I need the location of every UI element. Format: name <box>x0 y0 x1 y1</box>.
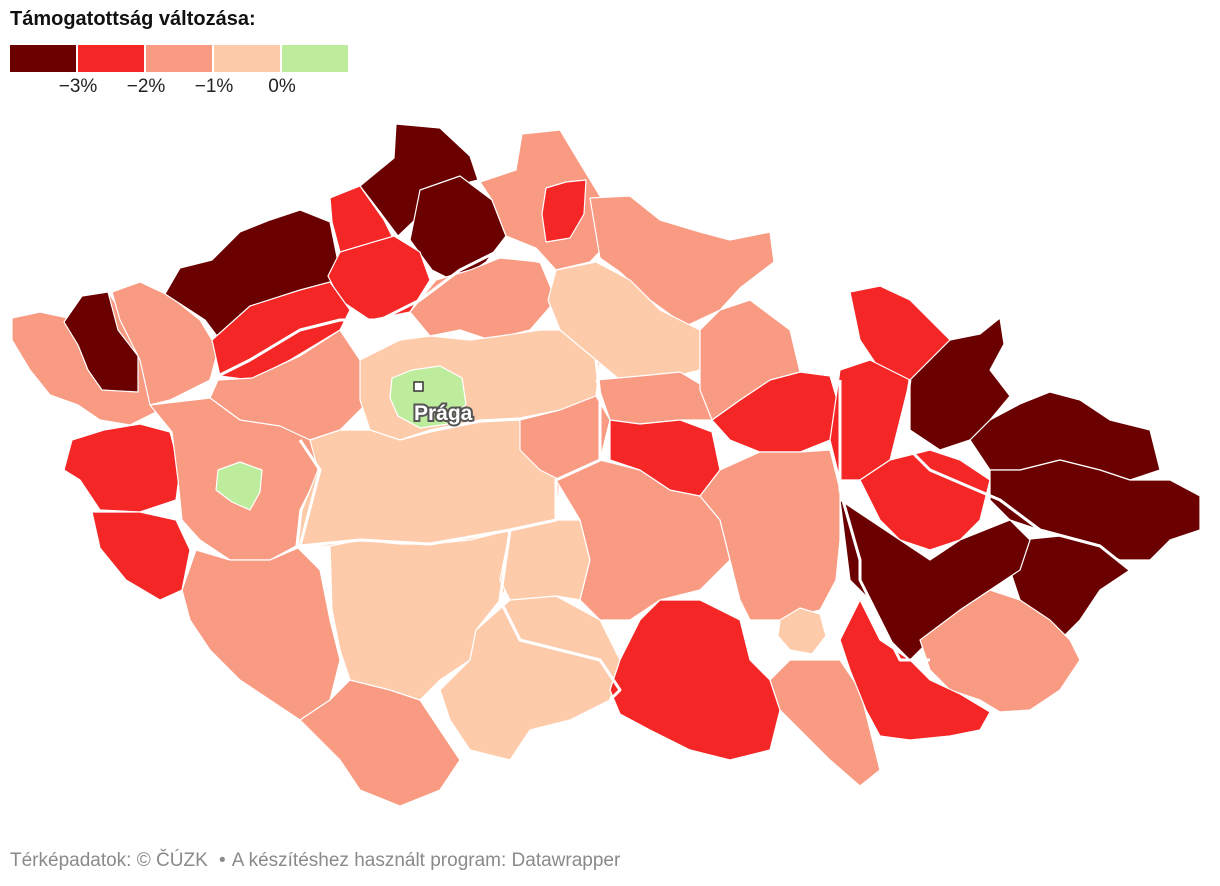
legend-swatch-2 <box>78 45 144 72</box>
district-klatovy[interactable] <box>181 547 341 721</box>
district-domazlice[interactable] <box>91 511 191 601</box>
footer-tool[interactable]: A készítéshez használt program: Datawrap… <box>231 850 621 871</box>
legend-swatch-4 <box>214 45 280 72</box>
region-border-silesia <box>898 379 1131 572</box>
legend-swatch-3 <box>146 45 212 72</box>
region-border-vysocina <box>498 529 622 702</box>
legend-swatch-1 <box>10 45 76 72</box>
region-border-moravia <box>838 380 930 662</box>
legend-color-scale <box>10 45 350 72</box>
district-praha[interactable] <box>389 365 467 429</box>
district-hodonin[interactable] <box>839 599 991 741</box>
district-usti-orlici[interactable] <box>699 299 801 421</box>
choropleth-map: Prága <box>11 123 1201 807</box>
footer-source: Térképadatok: © ČÚZK <box>10 850 208 871</box>
district-sokolov[interactable] <box>63 291 139 393</box>
legend-tick-minus2: −2% <box>126 76 166 97</box>
district-opava[interactable] <box>909 317 1011 451</box>
prague-label: Prága <box>414 402 473 425</box>
legend-tick-zero: 0% <box>268 76 296 97</box>
prague-marker-icon <box>413 381 424 392</box>
district-pelhrimov[interactable] <box>499 519 591 601</box>
district-olomouc[interactable] <box>859 449 991 551</box>
district-plzen-city[interactable] <box>215 461 263 511</box>
district-breclav[interactable] <box>769 659 881 787</box>
district-trutnov[interactable] <box>589 195 775 327</box>
legend-tick-labels: −3% −2% −1% 0% <box>10 76 350 102</box>
district-znojmo[interactable] <box>609 599 781 761</box>
district-decin[interactable] <box>359 123 479 237</box>
district-liberec[interactable] <box>541 179 587 243</box>
region-border-ustecky <box>209 248 541 382</box>
footer-separator: • <box>219 850 226 871</box>
legend-swatch-5 <box>282 45 348 72</box>
district-frydek-mistek[interactable] <box>989 459 1201 561</box>
district-brno-city[interactable] <box>777 607 827 655</box>
footer-credits: Térképadatok: © ČÚZK • A készítéshez hasz… <box>10 850 626 872</box>
district-tachov[interactable] <box>63 423 181 513</box>
district-brno-region[interactable] <box>699 449 841 621</box>
legend-tick-minus3: −3% <box>58 76 98 97</box>
legend-tick-minus1: −1% <box>194 76 234 97</box>
legend-title: Támogatottság változása: <box>10 8 256 30</box>
